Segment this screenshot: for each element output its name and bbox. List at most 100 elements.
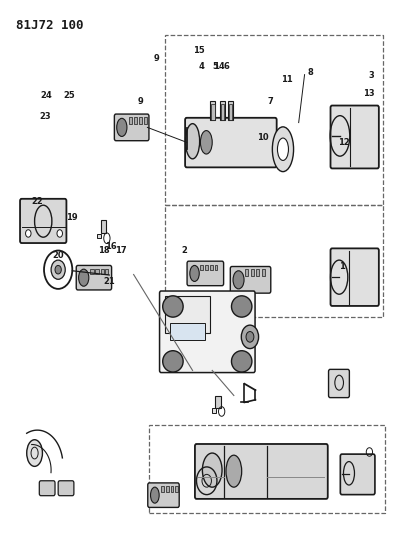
- Text: 18: 18: [98, 246, 110, 255]
- Text: 25: 25: [63, 92, 75, 100]
- FancyBboxPatch shape: [185, 118, 277, 167]
- Bar: [171, 486, 173, 492]
- FancyBboxPatch shape: [148, 483, 179, 507]
- Bar: [220, 101, 225, 120]
- FancyBboxPatch shape: [331, 248, 379, 306]
- FancyBboxPatch shape: [340, 454, 375, 495]
- Ellipse shape: [272, 127, 294, 172]
- Ellipse shape: [79, 269, 89, 286]
- Bar: [161, 486, 164, 492]
- FancyBboxPatch shape: [114, 114, 149, 141]
- Text: 12: 12: [338, 139, 350, 147]
- Text: 21: 21: [103, 277, 115, 286]
- Bar: [245, 269, 248, 276]
- Bar: [166, 486, 169, 492]
- Bar: [95, 269, 99, 274]
- Bar: [149, 425, 385, 513]
- Text: 3: 3: [368, 71, 374, 80]
- Bar: [251, 269, 254, 276]
- Ellipse shape: [233, 271, 244, 289]
- Ellipse shape: [55, 265, 61, 274]
- FancyBboxPatch shape: [329, 369, 349, 398]
- Ellipse shape: [202, 453, 222, 487]
- Text: 4: 4: [198, 62, 204, 71]
- FancyBboxPatch shape: [76, 265, 112, 290]
- FancyBboxPatch shape: [187, 261, 224, 286]
- FancyBboxPatch shape: [195, 444, 328, 499]
- Bar: [97, 234, 101, 238]
- Bar: [90, 269, 94, 274]
- Text: 5: 5: [213, 62, 218, 71]
- FancyBboxPatch shape: [20, 199, 66, 243]
- Bar: [229, 104, 232, 120]
- Bar: [165, 35, 383, 205]
- Bar: [134, 117, 137, 124]
- Ellipse shape: [231, 296, 252, 317]
- Text: 16: 16: [105, 242, 117, 251]
- Bar: [165, 205, 383, 317]
- Ellipse shape: [246, 332, 254, 342]
- Bar: [105, 269, 108, 274]
- Bar: [212, 408, 216, 413]
- Bar: [262, 269, 265, 276]
- Bar: [256, 269, 259, 276]
- FancyBboxPatch shape: [230, 266, 271, 293]
- Text: 8: 8: [308, 68, 314, 77]
- Bar: [144, 117, 147, 124]
- Ellipse shape: [26, 230, 31, 237]
- Text: 9: 9: [138, 97, 143, 106]
- Bar: [205, 265, 208, 270]
- FancyBboxPatch shape: [160, 291, 255, 373]
- Text: 6: 6: [223, 62, 229, 71]
- Bar: [210, 265, 213, 270]
- Text: 2: 2: [182, 246, 187, 255]
- FancyBboxPatch shape: [39, 481, 55, 496]
- Bar: [101, 269, 104, 274]
- Text: 11: 11: [281, 76, 293, 84]
- Text: 1: 1: [339, 262, 345, 271]
- Bar: [221, 104, 224, 120]
- Ellipse shape: [277, 138, 288, 160]
- Text: 19: 19: [66, 213, 78, 222]
- Text: 15: 15: [193, 46, 204, 55]
- Bar: [211, 104, 215, 120]
- Bar: [170, 323, 205, 340]
- Bar: [101, 220, 106, 233]
- Bar: [139, 117, 142, 124]
- Text: 7: 7: [268, 97, 273, 106]
- Bar: [215, 265, 217, 270]
- Text: 14: 14: [213, 62, 225, 71]
- Ellipse shape: [226, 455, 242, 487]
- Ellipse shape: [117, 118, 127, 136]
- Ellipse shape: [200, 131, 212, 154]
- Bar: [175, 486, 178, 492]
- Text: 13: 13: [363, 90, 375, 98]
- Text: 17: 17: [115, 246, 127, 255]
- FancyBboxPatch shape: [331, 106, 379, 168]
- Text: 10: 10: [257, 133, 268, 142]
- Bar: [200, 265, 203, 270]
- Ellipse shape: [231, 351, 252, 372]
- Bar: [215, 396, 221, 408]
- Text: 23: 23: [39, 112, 51, 120]
- Ellipse shape: [185, 124, 200, 159]
- Ellipse shape: [163, 351, 183, 372]
- Ellipse shape: [27, 440, 42, 466]
- Bar: [129, 117, 132, 124]
- Bar: [165, 296, 210, 333]
- Ellipse shape: [151, 487, 159, 503]
- Text: 22: 22: [31, 197, 43, 206]
- Bar: [228, 101, 233, 120]
- Text: 20: 20: [52, 252, 64, 260]
- Text: 24: 24: [40, 92, 52, 100]
- Ellipse shape: [38, 207, 47, 219]
- Ellipse shape: [241, 325, 259, 349]
- FancyBboxPatch shape: [58, 481, 74, 496]
- Ellipse shape: [190, 265, 199, 281]
- Ellipse shape: [57, 230, 62, 237]
- Text: 9: 9: [153, 54, 159, 63]
- Ellipse shape: [51, 260, 65, 279]
- Text: 81J72 100: 81J72 100: [16, 19, 83, 31]
- Ellipse shape: [163, 296, 183, 317]
- Bar: [210, 101, 215, 120]
